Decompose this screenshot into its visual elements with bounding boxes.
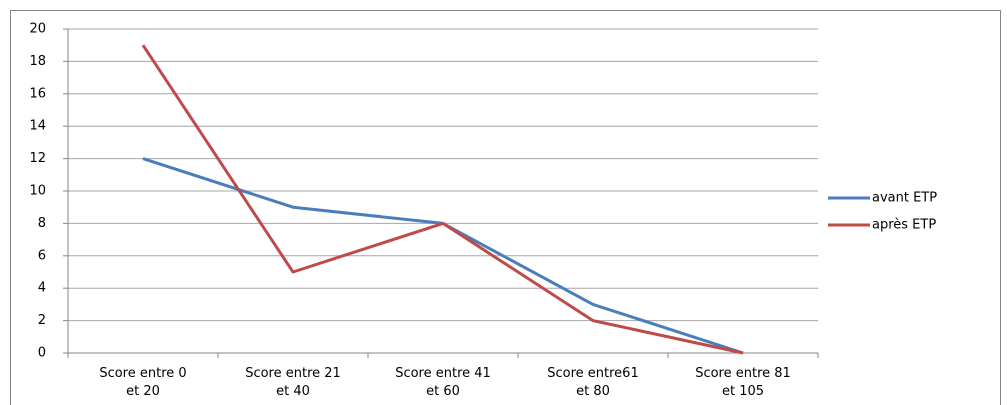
legend-label: après ETP xyxy=(872,218,936,233)
y-tick-label: 8 xyxy=(38,216,46,231)
x-tick-label: Score entre 21 et 40 xyxy=(245,366,341,399)
legend-label: avant ETP xyxy=(872,191,937,206)
x-tick-label: Score entre61 et 80 xyxy=(547,366,638,399)
y-tick-label: 2 xyxy=(38,313,46,328)
y-tick-label: 6 xyxy=(38,248,46,263)
series-line xyxy=(141,44,744,355)
y-tick-label: 4 xyxy=(38,281,46,296)
y-tick-label: 14 xyxy=(29,119,46,134)
x-tick-label: Score entre 0 et 20 xyxy=(99,366,186,399)
y-tick-label: 18 xyxy=(29,54,46,69)
y-tick-label: 12 xyxy=(29,151,46,166)
x-tick-label: Score entre 41 et 60 xyxy=(395,366,491,399)
x-tick-label: Score entre 81 et 105 xyxy=(695,366,791,399)
y-tick-label: 20 xyxy=(29,22,46,37)
y-tick-label: 0 xyxy=(38,346,46,361)
y-tick-label: 10 xyxy=(29,184,46,199)
y-tick-label: 16 xyxy=(29,86,46,101)
chart-border xyxy=(10,10,1001,405)
